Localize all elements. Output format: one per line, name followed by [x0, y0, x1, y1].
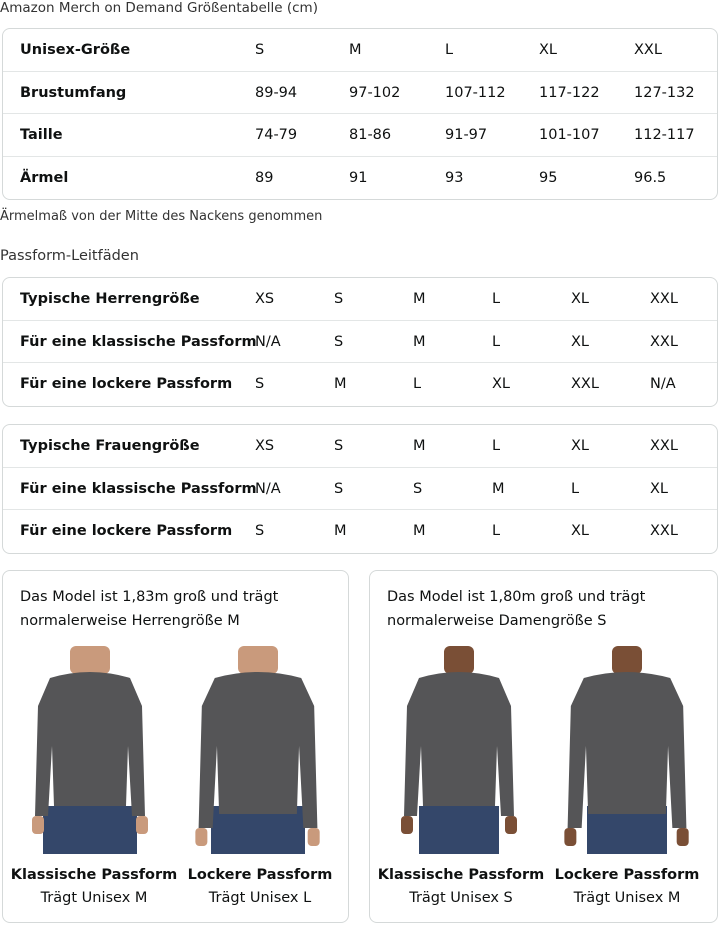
table-cell: 112-117	[634, 127, 695, 143]
table-cell: M	[413, 438, 426, 454]
model-card-women: Das Model ist 1,80m groß und trägt norma…	[369, 570, 718, 923]
table-cell: XL	[571, 333, 590, 350]
table-row: Für eine lockere Passform S M M L XL XXL	[3, 510, 717, 553]
table-cell: XL	[571, 523, 590, 539]
row-label: Taille	[20, 127, 63, 143]
women-fit-table: Typische Frauengröße XS S M L XL XXL Für eine k…	[2, 424, 718, 554]
table-cell: XL	[571, 438, 590, 454]
fit-size-worn: Trägt Unisex M	[573, 890, 681, 906]
table-row: Brustumfang 89-94 97-102 107-112 117-122 127-…	[3, 72, 717, 114]
table-row: Typische Herrengröße XS S M L XL XXL	[3, 278, 717, 321]
row-label: Unisex-Größe	[20, 42, 131, 58]
table-cell: 127-132	[634, 84, 695, 101]
model-photo	[25, 646, 155, 854]
table-cell: S	[334, 333, 344, 350]
table-cell: XL	[539, 42, 558, 58]
table-cell: S	[334, 480, 344, 497]
table-cell: XXL	[650, 523, 678, 539]
model-description: Das Model ist 1,83m groß und trägt norma…	[20, 589, 279, 629]
table-cell: S	[255, 376, 265, 392]
fit-size-worn: Trägt Unisex M	[40, 890, 148, 906]
page-title: Amazon Merch on Demand Größentabelle (cm…	[0, 0, 318, 16]
table-cell: S	[255, 523, 265, 539]
table-cell: M	[413, 291, 426, 307]
model-photo	[193, 646, 323, 854]
table-cell: N/A	[255, 480, 281, 497]
table-row: Für eine klassische Passform N/A S S M L XL	[3, 468, 717, 510]
table-cell: XXL	[650, 438, 678, 454]
table-row: Taille 74-79 81-86 91-97 101-107 112-117	[3, 114, 717, 157]
table-row: Typische Frauengröße XS S M L XL XXL	[3, 425, 717, 468]
table-cell: M	[349, 42, 362, 58]
table-cell: XXL	[650, 333, 678, 350]
table-cell: M	[413, 333, 426, 350]
row-label: Für eine lockere Passform	[20, 376, 233, 392]
table-cell: XXL	[634, 42, 662, 58]
table-cell: S	[413, 480, 423, 497]
table-cell: L	[492, 291, 501, 307]
model-photo	[394, 646, 524, 854]
row-label: Typische Herrengröße	[20, 291, 200, 307]
table-cell: M	[334, 376, 347, 392]
table-cell: 91	[349, 169, 368, 186]
table-cell: XXL	[650, 291, 678, 307]
table-cell: L	[492, 333, 501, 350]
sleeve-note: Ärmelmaß von der Mitte des Nackens genom…	[0, 209, 323, 224]
table-cell: XL	[571, 291, 590, 307]
table-cell: M	[492, 480, 505, 497]
table-row: Unisex-Größe S M L XL XXL	[3, 29, 717, 72]
table-cell: 95	[539, 169, 558, 186]
table-cell: L	[492, 438, 501, 454]
table-cell: 91-97	[445, 127, 488, 143]
table-cell: 117-122	[539, 84, 600, 101]
men-fit-table: Typische Herrengröße XS S M L XL XXL Für eine k…	[2, 277, 718, 407]
table-cell: 101-107	[539, 127, 600, 143]
table-cell: N/A	[650, 376, 676, 392]
size-table: Unisex-Größe S M L XL XXL Brustumfang 89-94 97-1…	[2, 28, 718, 200]
table-cell: S	[334, 438, 344, 454]
model-description: Das Model ist 1,80m groß und trägt norma…	[387, 589, 646, 629]
table-cell: L	[571, 480, 580, 497]
table-row: Für eine klassische Passform N/A S M L XL XXL	[3, 321, 717, 363]
fit-guide-title: Passform-Leitfäden	[0, 248, 139, 264]
row-label: Typische Frauengröße	[20, 438, 200, 454]
table-cell: M	[334, 523, 347, 539]
table-cell: 74-79	[255, 127, 298, 143]
table-cell: S	[255, 42, 265, 58]
table-cell: S	[334, 291, 344, 307]
table-cell: 81-86	[349, 127, 392, 143]
row-label: Für eine klassische Passform	[20, 480, 257, 497]
table-cell: XXL	[571, 376, 599, 392]
table-cell: L	[413, 376, 422, 392]
fit-caption: Lockere Passform	[187, 867, 333, 883]
row-label: Für eine lockere Passform	[20, 523, 233, 539]
table-cell: XL	[492, 376, 511, 392]
row-label: Brustumfang	[20, 84, 127, 101]
model-card-men: Das Model ist 1,83m groß und trägt norma…	[2, 570, 349, 923]
fit-caption: Klassische Passform	[377, 867, 545, 883]
row-label: Ärmel	[20, 169, 69, 186]
table-cell: M	[413, 523, 426, 539]
table-row: Ärmel 89 91 93 95 96.5	[3, 157, 717, 200]
table-cell: XS	[255, 438, 275, 454]
table-cell: N/A	[255, 333, 281, 350]
table-cell: L	[445, 42, 454, 58]
model-photo	[562, 646, 692, 854]
table-cell: L	[492, 523, 501, 539]
table-cell: 89-94	[255, 84, 298, 101]
fit-caption: Klassische Passform	[10, 867, 178, 883]
table-cell: 97-102	[349, 84, 401, 101]
fit-caption: Lockere Passform	[554, 867, 700, 883]
fit-size-worn: Trägt Unisex L	[208, 890, 312, 906]
table-cell: 96.5	[634, 169, 667, 186]
table-cell: 93	[445, 169, 464, 186]
table-cell: 107-112	[445, 84, 506, 101]
table-cell: XL	[650, 480, 669, 497]
table-cell: 89	[255, 169, 274, 186]
row-label: Für eine klassische Passform	[20, 333, 257, 350]
table-cell: XS	[255, 291, 275, 307]
fit-size-worn: Trägt Unisex S	[409, 890, 513, 906]
table-row: Für eine lockere Passform S M L XL XXL N/A	[3, 363, 717, 406]
